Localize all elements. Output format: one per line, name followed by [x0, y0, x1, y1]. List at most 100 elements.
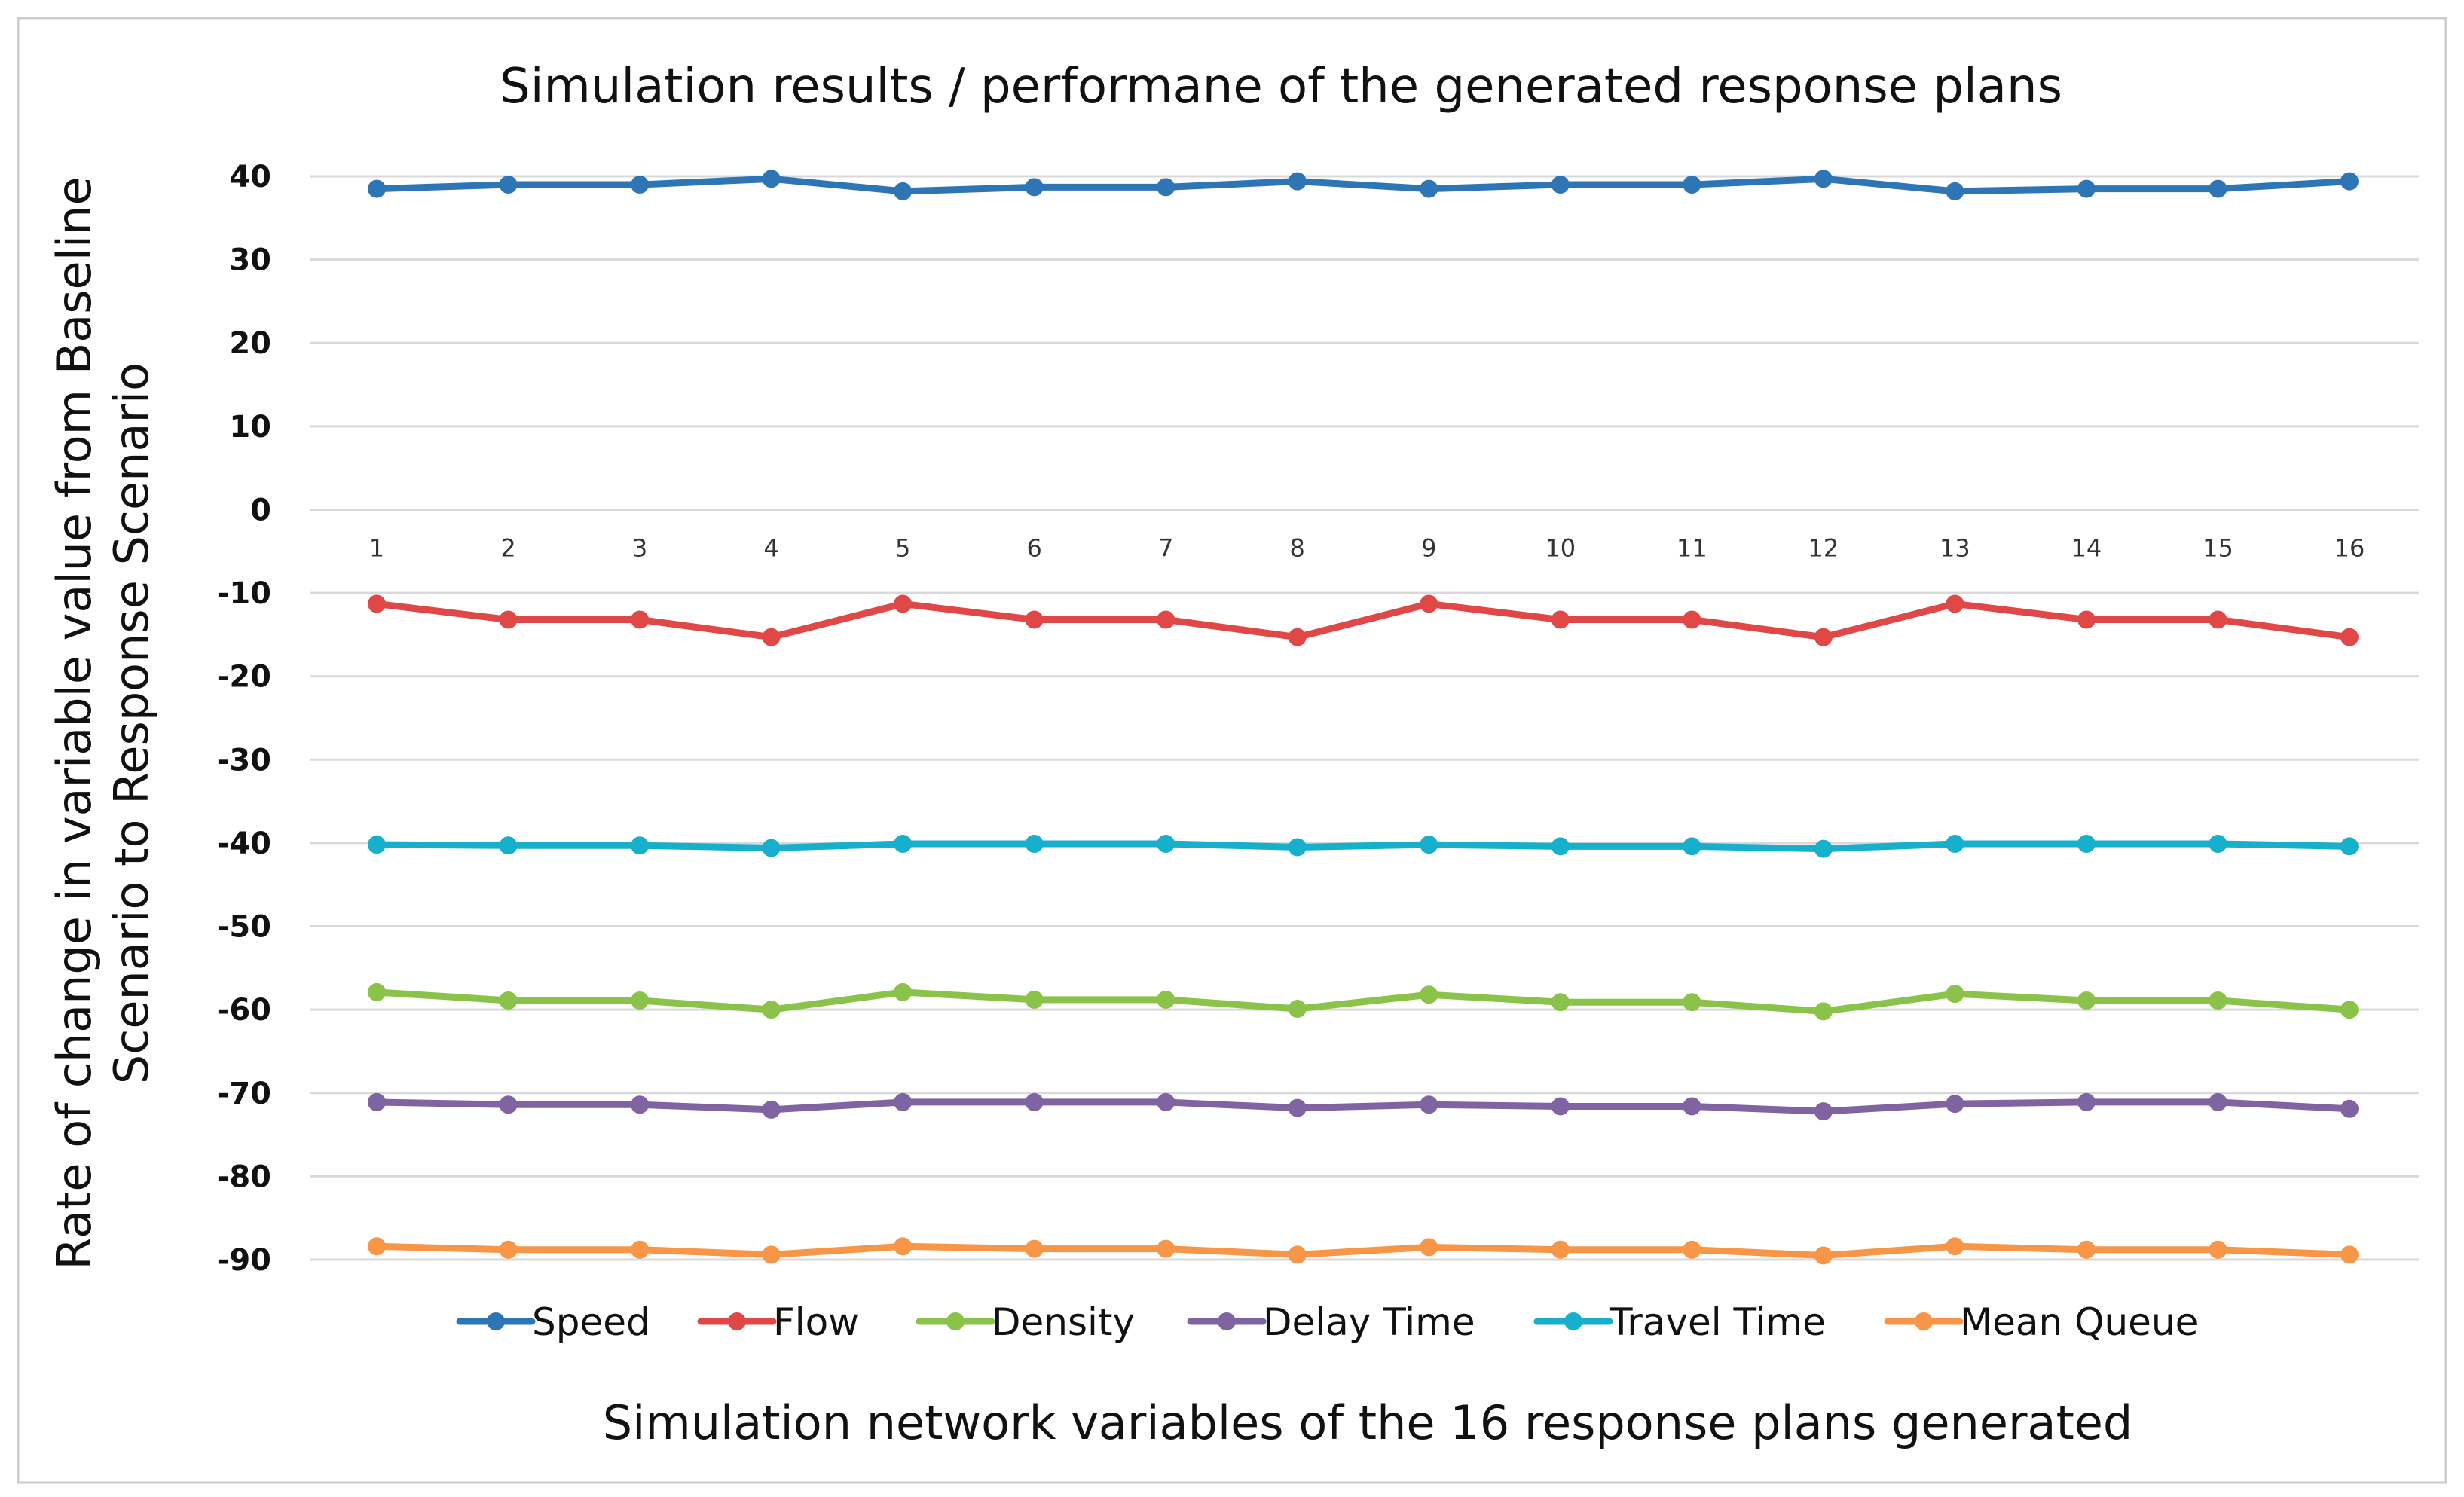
legend-item: Delay Time — [1187, 1300, 1475, 1344]
data-point — [1946, 594, 1964, 613]
data-point — [368, 179, 386, 198]
legend-swatch-marker — [946, 1312, 965, 1330]
data-point — [499, 1240, 518, 1259]
data-point — [2077, 1092, 2096, 1111]
data-point — [1551, 1097, 1570, 1116]
data-point — [894, 982, 913, 1001]
data-point — [1814, 1102, 1833, 1121]
data-point — [2077, 835, 2096, 854]
data-point — [1288, 1000, 1307, 1019]
data-point — [499, 1095, 518, 1114]
x-tick-label: 14 — [2071, 533, 2102, 562]
y-tick-label: 0 — [250, 493, 271, 527]
x-tick-label: 6 — [1026, 533, 1041, 562]
series-line — [373, 1242, 2353, 1259]
x-tick-label: 13 — [1940, 533, 1970, 562]
data-point — [1814, 1246, 1833, 1265]
data-point — [499, 176, 518, 194]
data-point — [1157, 178, 1175, 197]
series-line — [373, 600, 2353, 641]
data-point — [1683, 1240, 1701, 1259]
y-tick-label: 40 — [229, 160, 271, 194]
legend-item: Flow — [697, 1300, 859, 1344]
data-point — [1420, 179, 1438, 198]
series-line — [373, 1098, 2353, 1115]
data-point — [499, 836, 518, 855]
data-point — [368, 594, 386, 613]
legend-label: Flow — [773, 1300, 859, 1344]
data-point — [894, 835, 913, 854]
data-point — [1157, 835, 1175, 854]
data-point — [762, 839, 781, 857]
series-line — [373, 840, 2353, 853]
x-tick-label: 11 — [1677, 533, 1707, 562]
y-axis-title-line-2: Scenario to Response Scenario — [104, 362, 159, 1084]
x-axis-ticks: 1 2 3 4 5 6 7 8 9 10 11 12 13 14 15 16 — [369, 533, 2365, 562]
data-point — [368, 982, 386, 1001]
data-point — [2209, 991, 2227, 1010]
data-point — [1946, 835, 1964, 854]
data-point — [368, 1092, 386, 1111]
data-point — [1025, 610, 1044, 629]
data-point — [368, 1237, 386, 1256]
series-line — [373, 175, 2353, 195]
data-point — [631, 836, 650, 855]
y-tick-label: 30 — [229, 243, 271, 278]
x-tick-label: 3 — [632, 533, 647, 562]
y-tick-label: -40 — [217, 826, 271, 861]
data-point — [1420, 985, 1438, 1004]
data-point — [1157, 1092, 1175, 1111]
data-point — [1551, 1240, 1570, 1259]
data-point — [2340, 628, 2359, 646]
x-tick-label: 5 — [895, 533, 910, 562]
data-point — [631, 991, 650, 1010]
x-tick-label: 2 — [500, 533, 515, 562]
series-group — [368, 170, 2359, 1265]
data-point — [762, 1100, 781, 1119]
data-point — [1025, 1092, 1044, 1111]
data-point — [1157, 990, 1175, 1009]
legend-swatch-marker — [1915, 1312, 1933, 1330]
data-point — [1420, 594, 1438, 613]
data-point — [2209, 835, 2227, 854]
data-point — [1946, 1237, 1964, 1256]
data-point — [894, 182, 913, 200]
legend-item: Speed — [456, 1300, 650, 1344]
data-point — [2077, 1240, 2096, 1259]
data-point — [2340, 1099, 2359, 1118]
data-point — [631, 610, 650, 629]
series-travel-time — [368, 835, 2359, 858]
y-tick-label: 10 — [229, 410, 271, 445]
data-point — [894, 594, 913, 613]
data-point — [1551, 610, 1570, 629]
series-delay-time — [368, 1092, 2359, 1121]
x-tick-label: 1 — [369, 533, 384, 562]
legend-label: Density — [992, 1300, 1135, 1344]
x-axis-title: Simulation network variables of the 16 r… — [603, 1395, 2133, 1450]
legend-item: Density — [916, 1300, 1135, 1344]
legend-label: Travel Time — [1609, 1300, 1826, 1344]
chart-border — [17, 17, 2447, 1484]
data-point — [1288, 1245, 1307, 1264]
data-point — [2077, 610, 2096, 629]
data-point — [631, 176, 650, 194]
x-tick-label: 12 — [1808, 533, 1839, 562]
data-point — [762, 1245, 781, 1264]
legend-item: Travel Time — [1533, 1300, 1826, 1344]
data-point — [1025, 990, 1044, 1009]
y-axis-title: Rate of change in variable value from Ba… — [47, 176, 159, 1269]
data-point — [1288, 1098, 1307, 1117]
data-point — [1683, 993, 1701, 1012]
series-mean-queue — [368, 1237, 2359, 1265]
data-point — [1025, 178, 1044, 197]
data-point — [1551, 176, 1570, 194]
data-point — [1157, 1239, 1175, 1258]
x-tick-label: 9 — [1421, 533, 1436, 562]
data-point — [762, 628, 781, 646]
data-point — [1420, 1095, 1438, 1114]
legend-swatch-marker — [1564, 1312, 1582, 1330]
legend-item: Mean Queue — [1884, 1300, 2198, 1344]
data-point — [1683, 837, 1701, 856]
data-point — [2340, 1001, 2359, 1019]
series-flow — [368, 594, 2359, 646]
